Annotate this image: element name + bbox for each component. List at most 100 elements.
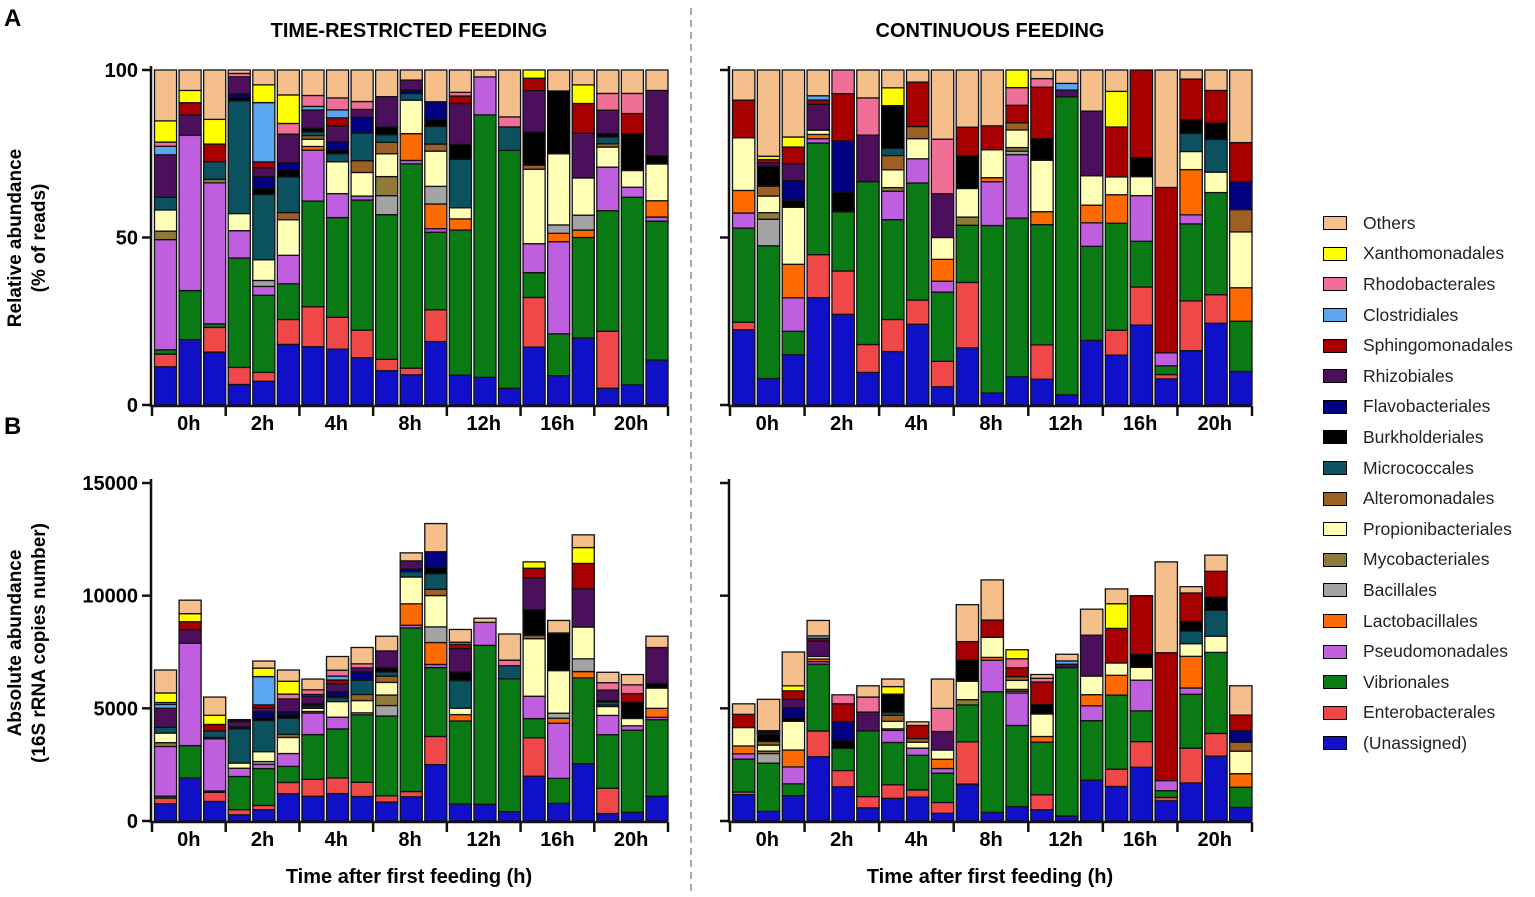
bar-segment-b-right-4h-2-sphingomonadales bbox=[905, 724, 930, 740]
bar-segment-a-left-2h-1-enterobacterales bbox=[227, 366, 251, 386]
bar-segment-b-right-8h-1-enterobacterales bbox=[955, 741, 980, 785]
bar-segment-b-left-12h-2-pseudomonadales bbox=[473, 621, 497, 647]
bar-segment-a-left-4h-3-unassigned bbox=[350, 357, 374, 406]
bar-segment-b-right-12h-3-pseudomonadales bbox=[1079, 705, 1104, 722]
bar-segment-b-right-12h-3-vibrionales bbox=[1079, 720, 1104, 781]
bar-segment-a-left-0h-1-rhizobiales bbox=[153, 154, 178, 198]
bar-segment-a-right-20h-3-alteromonadales bbox=[1228, 208, 1253, 233]
legend-label: Burkholderiales bbox=[1363, 426, 1484, 447]
legend-label: Propionibacteriales bbox=[1363, 518, 1512, 539]
bar-segment-b-right-4h-3-unassigned bbox=[930, 812, 955, 822]
bar-segment-a-left-16h-2-unassigned bbox=[546, 375, 571, 406]
bar-segment-b-left-20h-3-propionibacteriales bbox=[645, 687, 669, 709]
bar-segment-b-left-20h-2-sphingomonadales bbox=[620, 692, 645, 704]
bar-segment-b-left-8h-1-unassigned bbox=[374, 801, 399, 822]
bar-segment-b-left-8h-2-micrococcales bbox=[399, 570, 423, 578]
bar-segment-b-right-2h-2-enterobacterales bbox=[831, 769, 855, 788]
legend-item: Micrococcales bbox=[1323, 453, 1533, 484]
bar-segment-b-left-8h-3-bacillales bbox=[424, 626, 448, 644]
bar-segment-a-left-20h-1-unassigned bbox=[596, 387, 620, 406]
bar-segment-a-left-4h-3-vibrionales bbox=[350, 199, 374, 331]
bar-segment-b-left-4h-2-enterobacterales bbox=[325, 777, 350, 795]
bar-segment-b-right-16h-2-pseudomonadales bbox=[1129, 679, 1154, 712]
bar-segment-a-right-4h-3-lactobacillales bbox=[930, 258, 955, 282]
legend-swatch bbox=[1323, 552, 1347, 567]
bar-segment-a-right-2h-1-others bbox=[806, 69, 831, 97]
bar-segment-a-left-4h-2-flavobacteriales bbox=[325, 141, 350, 151]
bar-segment-b-right-4h-3-lactobacillales bbox=[930, 758, 955, 770]
bar-segment-b-right-0h-3-vibrionales bbox=[781, 783, 806, 797]
bar-segment-b-left-12h-1-lactobacillales bbox=[448, 713, 473, 722]
y-tick-label-a-left-0: 0 bbox=[127, 395, 138, 417]
bar-segment-b-right-16h-1-propionibacteriales bbox=[1104, 662, 1129, 676]
bar-segment-b-left-12h-1-rhizobiales bbox=[448, 647, 473, 673]
bar-segment-a-right-8h-1-unassigned bbox=[955, 347, 980, 406]
bar-segment-b-right-2h-3-unassigned bbox=[856, 807, 880, 822]
bar-segment-b-left-20h-1-pseudomonadales bbox=[596, 714, 620, 736]
bar-segment-b-left-0h-3-sphingomonadales bbox=[202, 723, 227, 732]
bar-segment-b-right-20h-3-lactobacillales bbox=[1228, 773, 1253, 788]
bar-segment-a-right-0h-3-xanthomonadales bbox=[781, 136, 806, 148]
bar-segment-a-left-0h-1-xanthomonadales bbox=[153, 120, 178, 143]
bar-segment-b-left-20h-3-unassigned bbox=[645, 795, 669, 822]
bar-segment-a-left-12h-1-vibrionales bbox=[448, 229, 473, 376]
bar-segment-b-right-20h-2-others bbox=[1204, 554, 1228, 572]
bar-segment-b-right-16h-1-sphingomonadales bbox=[1104, 627, 1129, 664]
bar-segment-b-left-4h-2-rhizobiales bbox=[325, 683, 350, 693]
bar-segment-a-left-8h-1-vibrionales bbox=[374, 214, 399, 360]
bar-segment-a-right-2h-3-enterobacterales bbox=[856, 343, 880, 374]
bar-segment-a-left-4h-2-enterobacterales bbox=[325, 316, 350, 350]
bar-segment-a-left-8h-1-alteromonadales bbox=[374, 141, 399, 155]
bar-segment-a-left-2h-1-rhizobiales bbox=[227, 76, 251, 95]
bar-segment-b-right-20h-1-sphingomonadales bbox=[1179, 592, 1203, 623]
bar-segment-b-right-2h-2-flavobacteriales bbox=[831, 720, 855, 742]
bar-segment-a-right-16h-2-burkholderiales bbox=[1129, 156, 1154, 178]
bar-segment-a-right-2h-2-rhodobacterales bbox=[831, 69, 855, 95]
bar-segment-a-left-0h-1-unassigned bbox=[153, 366, 178, 406]
bar-segment-b-right-12h-2-unassigned bbox=[1054, 815, 1079, 822]
bar-segment-b-left-20h-2-vibrionales bbox=[620, 729, 645, 813]
legend-item: Xanthomonadales bbox=[1323, 239, 1533, 270]
bar-segment-a-left-8h-1-enterobacterales bbox=[374, 358, 399, 372]
bar-segment-a-right-12h-1-propionibacteriales bbox=[1030, 159, 1054, 213]
bar-segment-a-left-2h-1-micrococcales bbox=[227, 100, 251, 215]
bar-segment-b-left-2h-3-rhizobiales bbox=[276, 698, 301, 713]
bar-segment-a-left-4h-2-pseudomonadales bbox=[325, 192, 350, 219]
bar-segment-a-right-12h-3-lactobacillales bbox=[1079, 204, 1104, 224]
bar-segment-a-right-8h-3-alteromonadales bbox=[1005, 122, 1029, 131]
legend-label: Enterobacterales bbox=[1363, 702, 1496, 723]
bar-segment-a-left-20h-1-propionibacteriales bbox=[596, 146, 620, 168]
bar-segment-a-right-4h-2-unassigned bbox=[905, 323, 930, 406]
bar-segment-b-right-20h-1-propionibacteriales bbox=[1179, 643, 1203, 657]
bar-segment-b-right-0h-2-bacillales bbox=[756, 752, 781, 764]
bar-segment-a-left-0h-1-propionibacteriales bbox=[153, 209, 178, 232]
bar-segment-a-right-8h-2-propionibacteriales bbox=[980, 149, 1005, 179]
bar-segment-a-left-4h-1-pseudomonadales bbox=[301, 149, 325, 202]
bar-segment-b-left-2h-2-clostridiales bbox=[252, 675, 276, 706]
bar-segment-a-left-8h-3-enterobacterales bbox=[424, 309, 448, 343]
bar-segment-a-right-8h-3-rhodobacterales bbox=[1005, 86, 1029, 106]
bar-segment-b-left-20h-1-vibrionales bbox=[596, 734, 620, 789]
bar-segment-a-left-20h-3-others bbox=[645, 69, 669, 92]
bar-segment-a-right-4h-3-enterobacterales bbox=[930, 360, 955, 388]
bar-segment-a-left-8h-1-bacillales bbox=[374, 194, 399, 216]
bar-segment-a-right-4h-3-others bbox=[930, 69, 955, 140]
bar-segment-b-left-12h-1-others bbox=[448, 628, 473, 643]
x-tick-label-a-left-16h: 16h bbox=[540, 413, 574, 435]
bar-segment-b-left-16h-1-xanthomonadales bbox=[522, 561, 546, 569]
legend-swatch bbox=[1323, 644, 1347, 659]
bar-segment-b-left-4h-2-vibrionales bbox=[325, 728, 350, 779]
bar-segment-b-left-2h-2-unassigned bbox=[252, 809, 276, 822]
bar-segment-a-left-8h-2-lactobacillales bbox=[399, 132, 423, 162]
bar-segment-a-right-4h-3-rhodobacterales bbox=[930, 138, 955, 195]
panel-label-a: A bbox=[4, 5, 21, 32]
bar-segment-b-right-16h-3-pseudomonadales bbox=[1154, 779, 1179, 792]
bar-segment-b-left-4h-3-propionibacteriales bbox=[350, 699, 374, 714]
bar-segment-b-left-20h-2-propionibacteriales bbox=[620, 717, 645, 727]
bar-segment-a-right-4h-1-micrococcales bbox=[880, 147, 905, 157]
bar-segment-a-left-0h-3-micrococcales bbox=[202, 161, 227, 180]
bar-segment-b-left-16h-3-xanthomonadales bbox=[571, 546, 595, 565]
bar-segment-a-left-12h-1-others bbox=[448, 69, 473, 93]
bar-segment-b-right-8h-3-sphingomonadales bbox=[1005, 667, 1029, 678]
bar-segment-a-right-4h-1-burkholderiales bbox=[880, 104, 905, 150]
